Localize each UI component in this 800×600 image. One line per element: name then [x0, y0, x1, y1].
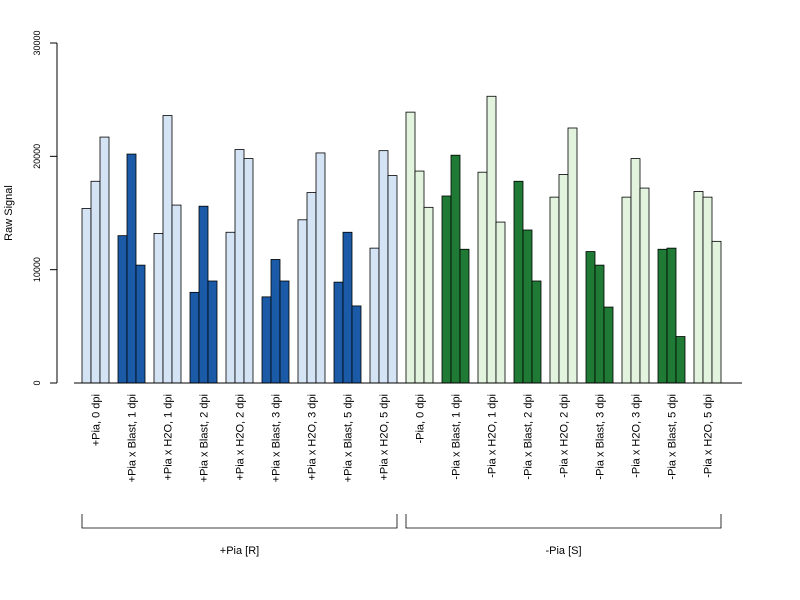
bar: [162, 115, 173, 384]
bar: [423, 206, 434, 384]
bar: [711, 240, 722, 384]
bracket-label: +Pia [R]: [220, 545, 259, 557]
bar: [459, 248, 470, 384]
bracket-line: [81, 514, 398, 529]
x-tick-label: +Pia x H2O, 3 dpi: [307, 394, 319, 481]
bar: [585, 251, 596, 384]
x-tick-label: +Pia x H2O, 1 dpi: [163, 394, 175, 481]
bar: [234, 149, 245, 384]
bar: [387, 175, 398, 384]
x-tick-label: +Pia x H2O, 2 dpi: [235, 394, 247, 481]
bar: [90, 180, 101, 384]
bar: [81, 208, 92, 384]
bar: [333, 281, 344, 384]
bar: [603, 306, 614, 384]
bar: [117, 235, 128, 384]
bar: [675, 336, 686, 384]
bar: [495, 221, 506, 384]
x-tick-label: -Pia x H2O, 5 dpi: [703, 394, 715, 478]
bar: [126, 153, 137, 384]
x-tick-label: -Pia, 0 dpi: [415, 394, 427, 444]
bars: [81, 95, 722, 384]
bar: [657, 248, 668, 384]
bar: [693, 191, 704, 384]
bar: [369, 247, 380, 384]
bar: [153, 232, 164, 384]
bar: [702, 196, 713, 384]
bar: [522, 229, 533, 384]
bar: [306, 192, 317, 384]
bar: [243, 158, 254, 384]
bracket-label: -Pia [S]: [545, 545, 581, 557]
bar: [513, 180, 524, 384]
x-tick-label: -Pia x H2O, 2 dpi: [559, 394, 571, 478]
bar: [261, 296, 272, 384]
x-tick-label: -Pia x Blast, 1 dpi: [451, 394, 463, 480]
bar: [405, 111, 416, 384]
y-tick-label: 30000: [32, 30, 42, 55]
bar: [441, 195, 452, 384]
bar: [450, 154, 461, 384]
x-tick-label: +Pia, 0 dpi: [91, 394, 103, 446]
bar: [414, 170, 425, 384]
bar: [666, 247, 677, 384]
bar: [531, 280, 542, 384]
bar: [342, 231, 353, 384]
bar: [189, 291, 200, 384]
x-tick-label: -Pia x Blast, 5 dpi: [667, 394, 679, 480]
x-tick-label: +Pia x Blast, 5 dpi: [343, 394, 355, 482]
bar: [594, 264, 605, 384]
y-tick-label: 10000: [32, 257, 42, 282]
y-tick-label: 0: [32, 380, 42, 385]
bar: [279, 280, 290, 384]
x-tick-label: +Pia x Blast, 3 dpi: [271, 394, 283, 482]
x-tick-label: -Pia x Blast, 3 dpi: [595, 394, 607, 480]
bar: [297, 219, 308, 384]
bar: [630, 158, 641, 384]
x-tick-label: +Pia x Blast, 1 dpi: [127, 394, 139, 482]
bar: [477, 171, 488, 384]
x-tick-label: +Pia x Blast, 2 dpi: [199, 394, 211, 482]
bar: [198, 205, 209, 384]
y-tick-label: 20000: [32, 144, 42, 169]
y-axis-label: Raw Signal: [3, 185, 15, 241]
bar: [621, 196, 632, 384]
bar: [207, 280, 218, 384]
x-tick-label: -Pia x H2O, 1 dpi: [487, 394, 499, 478]
bar: [378, 150, 389, 384]
bar: [225, 231, 236, 384]
bar: [99, 136, 110, 384]
x-tick-label: -Pia x Blast, 2 dpi: [523, 394, 535, 480]
bar: [351, 305, 362, 384]
bar: [315, 152, 326, 384]
bar: [639, 187, 650, 384]
y-axis: 0 10000 20000 30000: [32, 30, 58, 386]
group-brackets: +Pia [R] -Pia [S]: [81, 514, 722, 557]
bar: [486, 95, 497, 384]
bar: [549, 196, 560, 384]
x-tick-label: -Pia x H2O, 3 dpi: [631, 394, 643, 478]
x-tick-label: +Pia x H2O, 5 dpi: [379, 394, 391, 481]
bracket-line: [405, 514, 722, 529]
bar: [135, 264, 146, 384]
bar: [558, 174, 569, 384]
bar: [270, 259, 281, 384]
x-tick-labels: +Pia, 0 dpi +Pia x Blast, 1 dpi +Pia x H2O…: [91, 394, 715, 482]
bar: [567, 127, 578, 384]
bar: [171, 204, 182, 384]
